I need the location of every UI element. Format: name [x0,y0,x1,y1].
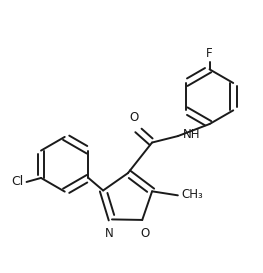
Text: NH: NH [183,128,200,141]
Text: F: F [206,47,213,60]
Text: Cl: Cl [11,176,23,188]
Text: O: O [130,111,139,124]
Text: O: O [141,227,150,240]
Text: CH₃: CH₃ [182,188,204,201]
Text: N: N [104,227,113,240]
